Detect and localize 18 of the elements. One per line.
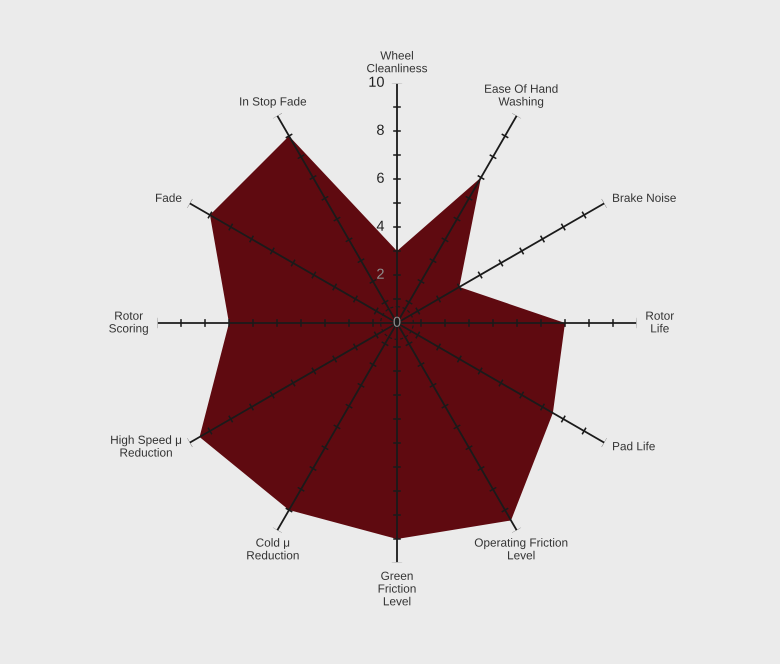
spoke-label: Brake Noise: [613, 193, 676, 202]
spoke-label: Pad Life: [613, 442, 655, 450]
spoke-label: Rotor Scoring: [109, 312, 148, 335]
spoke-label: Ease Of Hand Washing: [485, 84, 558, 108]
spoke-label: Cold μ Reduction: [247, 538, 299, 560]
y-tick-label: 0: [394, 316, 400, 327]
spoke-label: Wheel Cleanliness: [367, 50, 428, 72]
spoke-label: In Stop Fade: [240, 96, 306, 108]
spoke-label: Rotor Life: [646, 312, 674, 333]
spoke-label: Fade: [156, 193, 182, 202]
spoke-label: High Speed μ Reduction: [111, 435, 182, 457]
y-tick-label: 6: [377, 172, 384, 183]
y-tick-label: 8: [377, 124, 384, 135]
spoke-label: Operating Friction Level: [474, 538, 568, 560]
y-tick-label: 4: [376, 220, 384, 231]
y-tick-label: 10: [369, 76, 384, 87]
y-tick-label: 2: [377, 268, 384, 279]
spoke-label: Green Friction Level: [378, 572, 416, 606]
